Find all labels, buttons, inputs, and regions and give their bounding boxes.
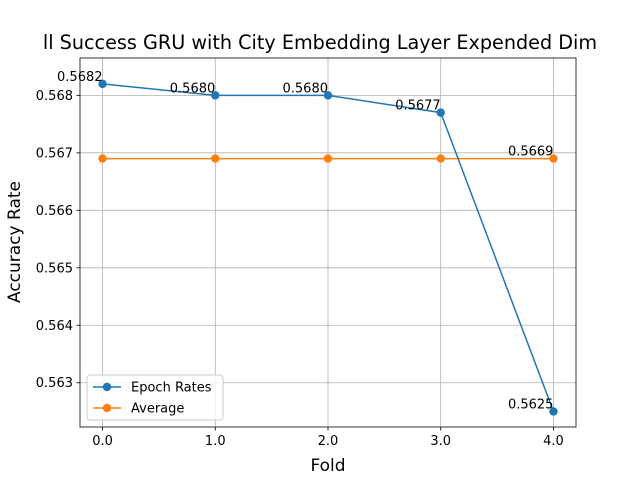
y-tick-label: 0.567: [36, 146, 73, 161]
y-tick-label: 0.564: [36, 319, 73, 334]
data-point: [323, 154, 333, 163]
y-tick-label: 0.563: [36, 376, 73, 391]
legend: Epoch Rates Average: [86, 374, 224, 421]
x-tick-label: 2.0: [318, 434, 339, 449]
data-point: [549, 407, 558, 416]
data-point: [436, 154, 445, 163]
y-tick-label: 0.566: [36, 204, 73, 219]
x-axis-label: Fold: [310, 456, 345, 476]
x-tick-label: 1.0: [205, 434, 226, 449]
y-tick-label: 0.568: [36, 89, 73, 104]
data-label: 0.5669: [508, 145, 554, 160]
data-point: [98, 79, 107, 89]
data-point: [98, 154, 107, 163]
data-label: 0.5677: [395, 99, 441, 114]
data-label: 0.5680: [283, 81, 329, 96]
x-axis-ticks: 0.0 1.0 2.0 3.0 4.0: [92, 427, 564, 449]
legend-label: Average: [131, 402, 184, 417]
data-label: 0.5680: [170, 81, 216, 96]
series-layer: [98, 79, 558, 416]
x-tick-label: 4.0: [543, 434, 564, 449]
y-axis-label: Accuracy Rate: [5, 181, 25, 303]
data-label: 0.5625: [508, 397, 554, 412]
chart-title: ll Success GRU with City Embedding Layer…: [43, 31, 597, 54]
data-point: [436, 108, 445, 117]
y-axis-ticks: 0.563 0.564 0.565 0.566 0.567 0.568: [36, 89, 80, 391]
legend-label: Epoch Rates: [131, 381, 212, 396]
x-tick-label: 0.0: [92, 434, 113, 449]
legend-marker: [102, 382, 112, 392]
data-point: [323, 91, 333, 100]
data-point: [211, 154, 220, 163]
data-point: [211, 91, 220, 100]
y-tick-label: 0.565: [36, 261, 73, 276]
data-point: [549, 154, 558, 163]
x-tick-label: 3.0: [430, 434, 451, 449]
legend-marker: [102, 403, 112, 413]
